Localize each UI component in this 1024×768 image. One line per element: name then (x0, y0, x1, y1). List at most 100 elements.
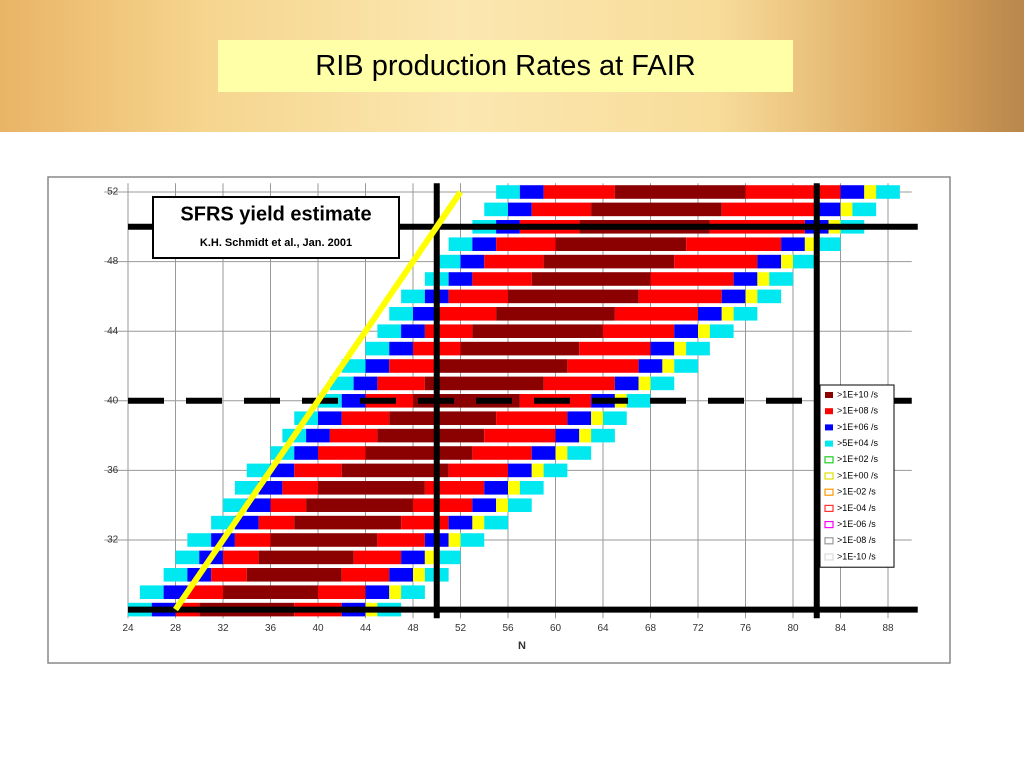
nuclide-segment (318, 585, 366, 599)
legend-label: >1E-08 /s (837, 535, 876, 545)
nuclide-segment (472, 272, 532, 286)
slide-title: RIB production Rates at FAIR (218, 40, 793, 92)
nuclide-segment (840, 202, 853, 217)
nuclide-segment (650, 341, 675, 356)
nuclide-segment (223, 585, 318, 599)
nuclide-segment (555, 428, 580, 443)
nuclide-segment (413, 568, 425, 582)
nuclide-segment (603, 411, 627, 425)
nuclide-segment (555, 446, 568, 460)
x-tick-label: 60 (550, 623, 562, 634)
x-tick-label: 24 (122, 623, 134, 634)
nuclide-segment (496, 307, 615, 321)
chart-subtitle: K.H. Schmidt et al., Jan. 2001 (200, 237, 352, 249)
nuclide-segment (377, 533, 425, 547)
nuclide-segment (496, 411, 568, 425)
nuclide-segment (531, 202, 592, 217)
nuclide-segment (531, 446, 556, 460)
nuclide-segment (793, 254, 817, 269)
nuclide-segment (591, 428, 615, 443)
nuclide-segment (496, 185, 520, 199)
nuclide-segment (282, 481, 318, 495)
nuclide-segment (662, 359, 675, 373)
nuclide-segment (258, 515, 295, 530)
nuclide-segment (531, 463, 544, 478)
nuclide-segment (472, 498, 497, 512)
legend-label: >1E+08 /s (837, 406, 879, 416)
y-tick-label: 44 (107, 326, 119, 337)
legend-swatch (824, 520, 834, 529)
legend-swatch (825, 424, 833, 431)
nuclide-segment (484, 481, 508, 495)
x-axis-label: N (518, 640, 526, 652)
nuclide-segment (567, 446, 592, 460)
nuclide-segment (401, 515, 449, 530)
nuclide-segment (401, 585, 425, 599)
nuclide-segment (508, 498, 532, 512)
nuclide-segment (543, 463, 568, 478)
legend-label: >1E+02 /s (837, 454, 879, 464)
legend-label: >1E+00 /s (837, 470, 879, 480)
nuclide-segment (341, 411, 390, 425)
nuclide-segment (816, 202, 841, 217)
x-tick-label: 52 (455, 623, 467, 634)
nuclide-segment (341, 463, 449, 478)
nuclide-segment (306, 428, 330, 443)
x-tick-label: 48 (407, 623, 419, 634)
chart-title-box (152, 196, 400, 259)
nuclide-segment (448, 272, 473, 286)
nuclide-segment (318, 446, 366, 460)
x-tick-label: 32 (217, 623, 229, 634)
legend-swatch (825, 408, 833, 415)
nuclide-segment (294, 446, 318, 460)
x-tick-label: 56 (502, 623, 514, 634)
nuclide-segment (686, 341, 710, 356)
nuclide-segment (591, 202, 722, 217)
nuclide-segment (674, 359, 698, 373)
nuclide-segment (365, 359, 390, 373)
nuclide-segment (211, 568, 247, 582)
nuclide-segment (674, 324, 698, 338)
nuclide-segment (436, 307, 497, 321)
nuclide-segment (389, 568, 413, 582)
nuclide-segment (294, 463, 342, 478)
y-tick-label: 40 (107, 395, 119, 406)
y-tick-label: 36 (107, 465, 119, 476)
nuclide-segment (555, 237, 687, 251)
nuclide-segment (733, 307, 758, 321)
nuclide-segment (139, 585, 164, 599)
nuclide-segment (508, 202, 532, 217)
nuclide-segment (353, 376, 378, 391)
x-tick-label: 72 (692, 623, 704, 634)
nuclide-segment (626, 394, 651, 408)
nuclide-segment (377, 324, 402, 338)
nuclide-segment (472, 515, 485, 530)
nuclide-segment (401, 289, 425, 304)
nuclide-segment (816, 237, 841, 251)
nuclide-segment (757, 289, 782, 304)
n-equals-z-line (173, 190, 463, 612)
legend-swatch (825, 392, 833, 398)
nuclide-segment (484, 202, 508, 217)
nuclide-segment (187, 585, 223, 599)
nuclide-segment (674, 254, 758, 269)
nuclide-segment (436, 254, 461, 269)
legend-label: >1E-02 /s (837, 487, 876, 497)
legend-swatch (824, 488, 834, 496)
nuclide-segment (781, 254, 793, 269)
nuclide-segment (496, 498, 508, 512)
nuclide-segment (389, 585, 402, 599)
nuclide-segment (377, 376, 425, 391)
nuclide-segment (365, 446, 473, 460)
nuclide-segment (484, 515, 508, 530)
x-tick-label: 76 (740, 623, 752, 634)
y-tick-label: 48 (107, 256, 119, 267)
nuclide-segment (270, 533, 378, 547)
nuclide-segment (519, 185, 544, 199)
nuclide-segment (638, 289, 722, 304)
nuclide-segment (448, 463, 508, 478)
nuclide-segment (876, 185, 900, 199)
x-tick-label: 88 (882, 623, 894, 634)
nuclide-segment (614, 376, 639, 391)
